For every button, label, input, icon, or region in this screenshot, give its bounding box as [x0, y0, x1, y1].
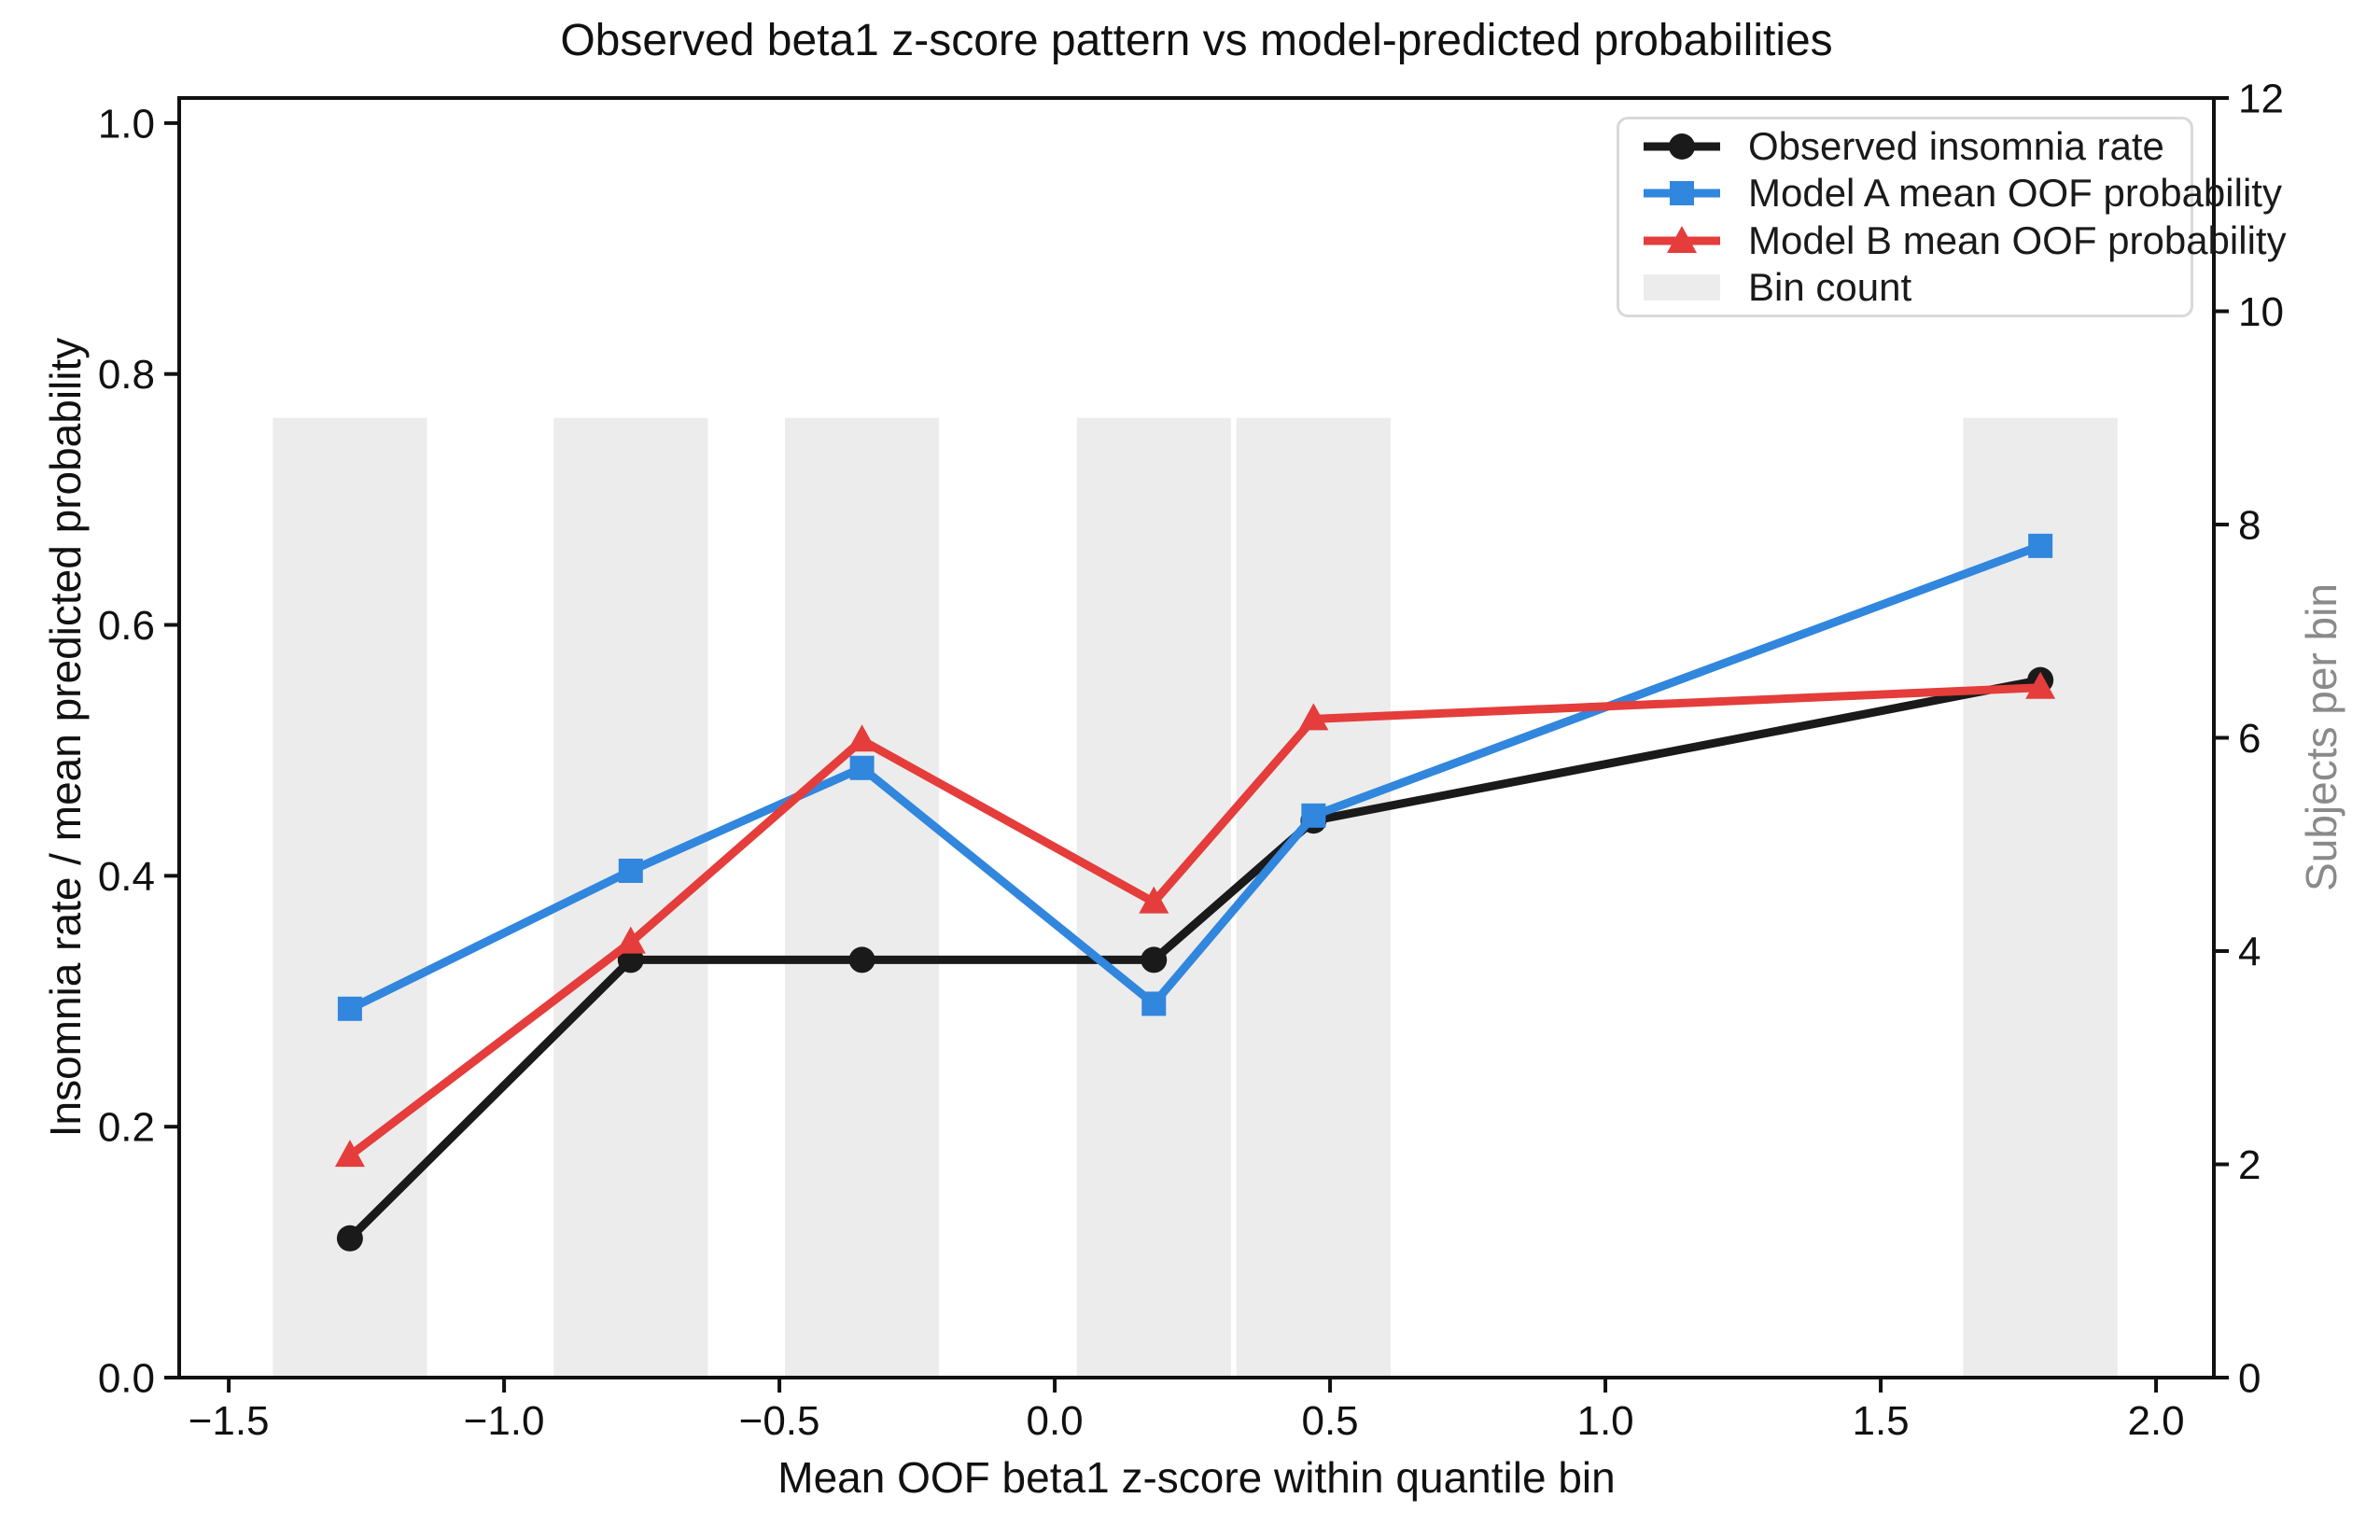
marker-circle-observed-insomnia-rate	[848, 946, 875, 973]
marker-triangle-model-b-mean-oof-probability	[1139, 886, 1169, 914]
legend-entry-model-a: Model A mean OOF probability	[1619, 170, 2282, 217]
model-b-line-triangle-icon	[1644, 225, 1720, 253]
x-axis-label: Mean OOF beta1 z-score within quantile b…	[777, 1453, 1616, 1502]
x-tick-label: 2.0	[2127, 1398, 2184, 1444]
legend-label-bin-count: Bin count	[1748, 264, 1912, 309]
marker-triangle-model-b-mean-oof-probability	[2025, 671, 2056, 699]
marker-triangle-model-b-mean-oof-probability	[615, 926, 646, 954]
y-tick-label-left: 0.6	[98, 603, 155, 649]
legend-entry-observed: Observed insomnia rate	[1619, 123, 2191, 170]
x-tick-label: 0.0	[1026, 1398, 1083, 1444]
x-tick-label: −1.5	[189, 1398, 270, 1444]
bin-count-bar	[1236, 417, 1391, 1378]
y-tick-label-left: 0.8	[98, 352, 155, 398]
marker-circle-observed-insomnia-rate	[336, 1225, 363, 1252]
legend-entry-model-b: Model B mean OOF probability	[1619, 217, 2287, 264]
marker-square-model-a-mean-oof-probability	[618, 858, 643, 883]
marker-square-model-a-mean-oof-probability	[1141, 991, 1167, 1016]
series-line-model-a-mean-oof-probability	[345, 541, 2045, 1014]
y-tick-label-right: 6	[2238, 716, 2261, 762]
y-tick-label-right: 12	[2238, 76, 2284, 121]
marker-square-model-a-mean-oof-probability	[1301, 803, 1326, 828]
x-tick-label: 1.5	[1852, 1398, 1909, 1444]
bin-count-bar	[784, 417, 940, 1378]
x-tick-label: −1.0	[464, 1398, 545, 1444]
marker-square-model-a-mean-oof-probability	[337, 996, 362, 1021]
y-tick-label-right: 2	[2238, 1142, 2261, 1188]
y-tick-label-left: 0.4	[98, 854, 155, 900]
y-tick-label-right: 8	[2238, 502, 2261, 548]
legend-box: Observed insomnia rate Model A mean OOF …	[1617, 117, 2287, 317]
legend-label-model-b: Model B mean OOF probability	[1748, 217, 2287, 262]
x-tick-label: −0.5	[739, 1398, 820, 1444]
observed-line-circle-icon	[1644, 133, 1720, 161]
marker-square-model-a-mean-oof-probability	[849, 755, 875, 780]
y-tick-label-left: 0.2	[98, 1105, 155, 1151]
marker-triangle-model-b-mean-oof-probability	[334, 1140, 365, 1168]
series-line-model-b-mean-oof-probability	[345, 683, 2045, 1160]
series-line-observed-insomnia-rate	[345, 676, 2045, 1243]
marker-square-model-a-mean-oof-probability	[2028, 533, 2053, 558]
legend-label-observed: Observed insomnia rate	[1748, 124, 2164, 169]
legend-label-model-a: Model A mean OOF probability	[1748, 171, 2282, 216]
y-tick-label-right: 0	[2238, 1355, 2261, 1401]
model-a-line-square-icon	[1644, 181, 1720, 206]
legend-entry-bin-count: Bin count	[1619, 264, 2191, 311]
y-tick-label-left: 0.0	[98, 1355, 155, 1401]
bin-count-bar	[273, 417, 427, 1378]
marker-triangle-model-b-mean-oof-probability	[1298, 703, 1329, 731]
marker-triangle-model-b-mean-oof-probability	[847, 724, 877, 752]
bin-count-swatch-icon	[1644, 273, 1720, 301]
bin-count-bar	[1963, 417, 2118, 1378]
marker-circle-observed-insomnia-rate	[1141, 946, 1168, 973]
x-tick-label: 1.0	[1576, 1398, 1633, 1444]
x-tick-label: 0.5	[1301, 1398, 1358, 1444]
y-tick-label-left: 1.0	[98, 101, 155, 147]
y-tick-label-right: 4	[2238, 929, 2261, 974]
y-tick-label-right: 10	[2238, 289, 2284, 335]
chart-title: Observed beta1 z-score pattern vs model-…	[560, 16, 1833, 65]
